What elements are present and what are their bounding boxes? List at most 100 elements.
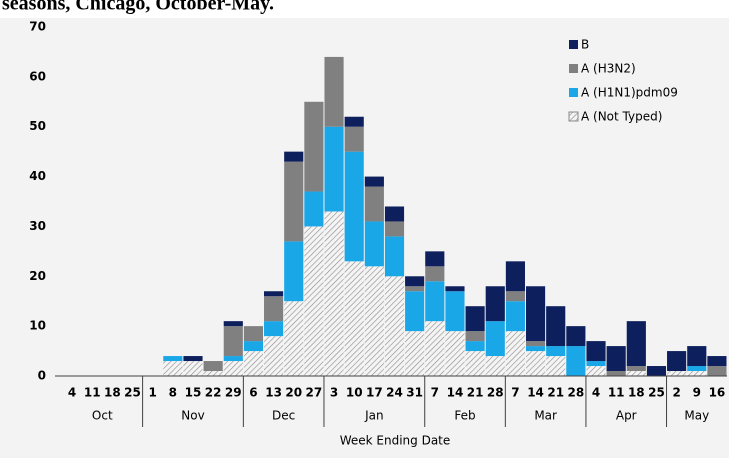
month-label: Dec <box>272 409 295 423</box>
bar-segment <box>546 306 566 347</box>
bar-segment <box>304 101 324 192</box>
bar-segment <box>264 321 284 337</box>
bar-segment <box>606 371 626 376</box>
bar-segment <box>505 291 525 302</box>
bar-segment <box>364 266 384 376</box>
bar-segment <box>586 361 606 367</box>
bar-segment <box>243 326 264 342</box>
x-tick-label: 14 <box>447 386 464 400</box>
x-tick-label: 25 <box>648 386 665 400</box>
bar-segment <box>425 281 445 322</box>
x-tick-label: 1 <box>149 386 157 400</box>
bar-segment <box>284 161 304 242</box>
x-tick-label: 16 <box>709 386 726 400</box>
bar-segment <box>324 56 344 127</box>
bar-segment <box>505 331 525 376</box>
bar-segment <box>344 126 364 152</box>
legend-swatch <box>569 64 578 73</box>
month-label: Nov <box>181 409 204 423</box>
bar-segment <box>223 356 243 362</box>
x-tick-label: 22 <box>205 386 222 400</box>
bar-segment <box>485 321 505 357</box>
bar-segment <box>163 361 183 376</box>
bar-segment <box>183 356 203 362</box>
bar-segment <box>304 191 324 227</box>
bar-segment <box>687 371 707 376</box>
bar-segment <box>465 331 485 342</box>
bar-segment <box>405 331 425 376</box>
bar-segment <box>364 176 384 187</box>
bar-segment <box>626 366 646 372</box>
bar-segment <box>445 286 465 292</box>
x-tick-label: 25 <box>124 386 141 400</box>
y-tick-label: 50 <box>29 119 46 133</box>
bar-segment <box>183 361 203 376</box>
chart-background <box>0 18 729 458</box>
bar-segment <box>667 351 687 372</box>
bar-segment <box>445 331 465 376</box>
bar-segment <box>465 351 485 376</box>
x-tick-label: 27 <box>306 386 323 400</box>
bar-segment <box>384 221 405 237</box>
legend-swatch <box>569 88 578 97</box>
x-tick-label: 3 <box>330 386 338 400</box>
month-label: Jan <box>364 409 384 423</box>
bar-segment <box>405 291 425 332</box>
bar-segment <box>626 321 646 367</box>
x-tick-label: 15 <box>185 386 202 400</box>
legend-swatch <box>568 111 579 122</box>
bar-segment <box>525 346 546 352</box>
x-tick-label: 31 <box>406 386 423 400</box>
bar-segment <box>646 366 667 376</box>
x-tick-label: 4 <box>592 386 600 400</box>
bar-segment <box>566 326 586 347</box>
bar-segment <box>566 346 586 376</box>
bar-segment <box>405 286 425 292</box>
bar-segment <box>606 346 626 372</box>
bar-segment <box>425 321 445 376</box>
x-tick-label: 28 <box>487 386 504 400</box>
x-tick-label: 20 <box>285 386 302 400</box>
bar-segment <box>324 211 344 376</box>
bar-segment <box>284 301 304 376</box>
bar-segment <box>284 151 304 162</box>
x-tick-label: 21 <box>467 386 484 400</box>
bar-segment <box>485 356 505 376</box>
bar-segment <box>445 291 465 332</box>
chart-title: seasons, Chicago, October-May. <box>2 0 274 15</box>
bar-segment <box>264 296 284 322</box>
bar-segment <box>344 151 364 262</box>
y-tick-label: 40 <box>29 169 46 183</box>
bar-segment <box>203 371 223 376</box>
legend-label: B <box>581 38 589 52</box>
x-tick-label: 2 <box>672 386 680 400</box>
x-tick-label: 18 <box>628 386 645 400</box>
x-tick-label: 18 <box>104 386 121 400</box>
bar-segment <box>525 286 546 342</box>
x-tick-label: 6 <box>249 386 257 400</box>
month-label: Apr <box>616 409 637 423</box>
x-tick-label: 11 <box>84 386 101 400</box>
legend-label: A (Not Typed) <box>581 110 662 124</box>
bar-segment <box>344 116 364 127</box>
bar-segment <box>586 366 606 376</box>
y-tick-label: 0 <box>38 369 46 383</box>
x-tick-label: 29 <box>225 386 242 400</box>
legend-label: A (H1N1)pdm09 <box>581 86 678 100</box>
x-tick-label: 24 <box>386 386 403 400</box>
bar-segment <box>626 371 646 376</box>
x-tick-label: 4 <box>68 386 76 400</box>
bar-segment <box>364 186 384 222</box>
bar-segment <box>546 356 566 376</box>
y-tick-label: 10 <box>29 319 46 333</box>
x-tick-label: 8 <box>169 386 177 400</box>
legend-label: A (H3N2) <box>581 62 636 76</box>
bar-segment <box>243 351 264 376</box>
bar-segment <box>243 341 264 352</box>
bar-segment <box>707 356 727 367</box>
bar-segment <box>465 341 485 352</box>
bar-segment <box>344 261 364 376</box>
x-tick-label: 14 <box>527 386 544 400</box>
